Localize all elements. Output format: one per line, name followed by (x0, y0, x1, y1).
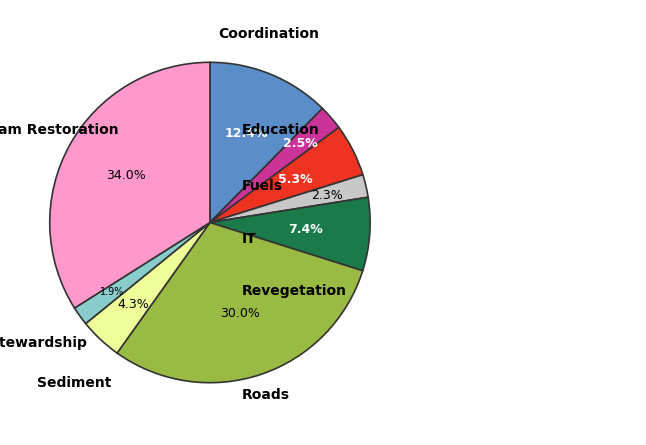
Wedge shape (210, 62, 322, 222)
Text: Stream Restoration: Stream Restoration (0, 123, 119, 138)
Wedge shape (210, 175, 368, 222)
Text: 30.0%: 30.0% (220, 307, 260, 320)
Wedge shape (210, 127, 363, 222)
Text: 2.5%: 2.5% (284, 138, 318, 150)
Text: 7.4%: 7.4% (288, 223, 323, 236)
Text: 5.3%: 5.3% (278, 173, 313, 186)
Text: 34.0%: 34.0% (106, 169, 146, 182)
Text: Stewardship: Stewardship (0, 336, 87, 350)
Text: Roads: Roads (242, 388, 290, 402)
Wedge shape (86, 222, 210, 353)
Text: Education: Education (242, 123, 320, 138)
Wedge shape (210, 197, 370, 271)
Text: 12.4%: 12.4% (225, 127, 268, 140)
Text: 4.3%: 4.3% (117, 298, 149, 311)
Text: Coordination: Coordination (218, 27, 319, 41)
Wedge shape (210, 109, 339, 222)
Wedge shape (117, 222, 362, 383)
Text: Revegetation: Revegetation (242, 283, 347, 298)
Text: Fuels: Fuels (242, 179, 283, 194)
Text: 1.9%: 1.9% (100, 287, 124, 297)
Text: IT: IT (242, 231, 256, 246)
Wedge shape (50, 62, 210, 308)
Text: Sediment: Sediment (37, 376, 111, 390)
Text: 2.3%: 2.3% (311, 189, 343, 202)
Wedge shape (74, 222, 210, 324)
